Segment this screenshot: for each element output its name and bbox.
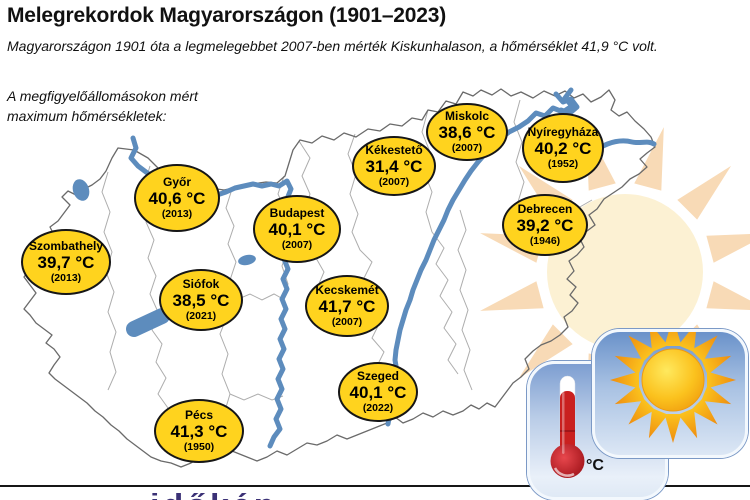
station-year: (1950) bbox=[183, 441, 215, 453]
station-year: (1952) bbox=[547, 158, 579, 170]
station-temp: 38,5 °C bbox=[172, 291, 230, 310]
station-name: Debrecen bbox=[517, 202, 573, 216]
station-name: Győr bbox=[162, 175, 191, 189]
station-siofok: Siófok 38,5 °C (2021) bbox=[159, 269, 243, 331]
station-budapest: Budapest 40,1 °C (2007) bbox=[253, 195, 341, 263]
lake-balaton-west bbox=[126, 308, 170, 337]
station-year: (2007) bbox=[378, 176, 410, 188]
station-miskolc: Miskolc 38,6 °C (2007) bbox=[426, 103, 508, 161]
station-name: Pécs bbox=[184, 408, 214, 422]
station-debrecen: Debrecen 39,2 °C (1946) bbox=[502, 194, 588, 256]
note-text: A megfigyelőállomásokon mért maximum hőm… bbox=[7, 86, 198, 126]
sun-icon bbox=[610, 332, 736, 443]
tisza-river bbox=[385, 87, 575, 427]
station-name: Szeged bbox=[356, 369, 399, 383]
station-name: Kecskemét bbox=[315, 283, 379, 297]
station-name: Szombathely bbox=[28, 239, 103, 253]
station-szombathely: Szombathely 39,7 °C (2013) bbox=[21, 229, 111, 295]
station-temp: 41,7 °C bbox=[318, 297, 376, 316]
station-temp: 40,1 °C bbox=[349, 383, 407, 402]
station-pecs: Pécs 41,3 °C (1950) bbox=[154, 399, 244, 463]
station-name: Nyíregyháza bbox=[527, 125, 599, 139]
station-year: (2022) bbox=[362, 402, 394, 414]
bodrog-river bbox=[553, 91, 580, 116]
station-name: Budapest bbox=[269, 206, 325, 220]
station-temp: 40,6 °C bbox=[148, 189, 206, 208]
note-line-1: A megfigyelőállomásokon mért bbox=[7, 88, 198, 104]
station-year: (2013) bbox=[50, 272, 82, 284]
lake-ferto bbox=[72, 179, 90, 201]
bottom-logo-text: időkép bbox=[150, 493, 300, 500]
lake-velence bbox=[238, 254, 256, 266]
station-year: (2007) bbox=[451, 142, 483, 154]
station-szeged: Szeged 40,1 °C (2022) bbox=[338, 362, 418, 422]
station-year: (2013) bbox=[161, 208, 193, 220]
station-year: (2021) bbox=[185, 310, 217, 322]
footer-rule bbox=[0, 485, 750, 487]
subtitle: Magyarországon 1901 óta a legmelegebbet … bbox=[7, 38, 658, 54]
bottom-logo: időkép bbox=[150, 493, 300, 500]
note-line-2: maximum hőmérsékletek: bbox=[7, 108, 167, 124]
station-temp: 31,4 °C bbox=[365, 157, 423, 176]
station-year: (1946) bbox=[529, 235, 561, 247]
country-outline bbox=[23, 88, 656, 468]
station-temp: 38,6 °C bbox=[438, 123, 496, 142]
station-nyiregyhaza: Nyíregyháza 40,2 °C (1952) bbox=[522, 113, 604, 183]
station-kecskemet: Kecskemét 41,7 °C (2007) bbox=[305, 275, 389, 337]
celsius-label: °C bbox=[586, 457, 604, 474]
station-gyor: Győr 40,6 °C (2013) bbox=[134, 164, 220, 232]
station-temp: 39,7 °C bbox=[37, 253, 95, 272]
station-temp: 39,2 °C bbox=[516, 216, 574, 235]
sun-panel bbox=[592, 329, 748, 458]
station-year: (2007) bbox=[331, 316, 363, 328]
station-temp: 40,1 °C bbox=[268, 220, 326, 239]
station-name: Siófok bbox=[182, 277, 220, 291]
station-temp: 40,2 °C bbox=[534, 139, 592, 158]
station-kekesteto: Kékestető 31,4 °C (2007) bbox=[352, 136, 436, 196]
station-name: Miskolc bbox=[444, 109, 489, 123]
station-year: (2007) bbox=[281, 239, 313, 251]
page-title: Melegrekordok Magyarországon (1901–2023) bbox=[7, 4, 447, 27]
station-name: Kékestető bbox=[365, 143, 423, 157]
station-temp: 41,3 °C bbox=[170, 422, 228, 441]
thermometer-icon: °C bbox=[550, 375, 604, 478]
